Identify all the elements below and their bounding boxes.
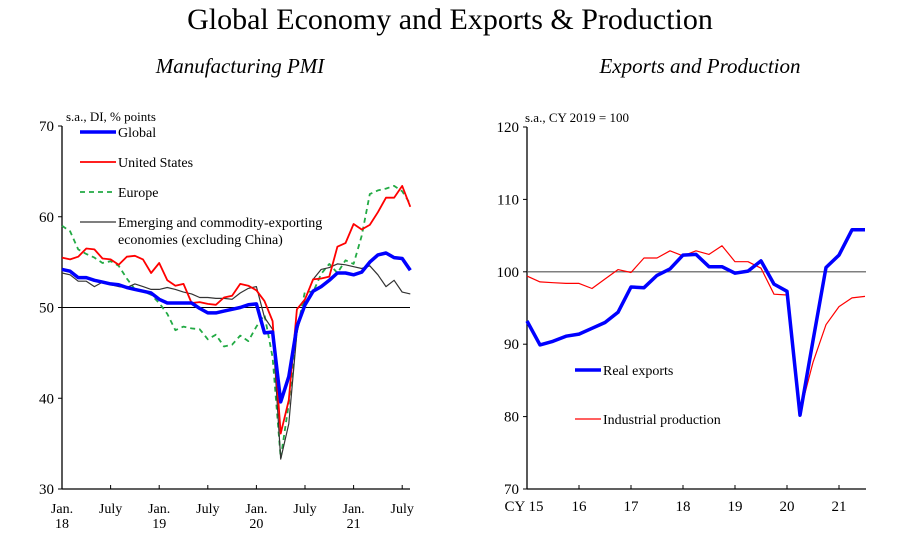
exports-x-tick-label: 19 [728,499,743,515]
pmi-y-tick-label: 70 [39,119,54,135]
exports-legend-label: Real exports [603,364,673,379]
main-title: Global Economy and Exports & Production [187,3,713,36]
pmi-x-tick-label-year: 21 [347,517,361,532]
pmi-legend-label: Global [118,126,156,141]
pmi-legend-label: Emerging and commodity-exporting [118,216,322,231]
exports-chart-title: Exports and Production [599,54,801,78]
pmi-x-tick-label: July [391,502,414,517]
pmi-chart-title: Manufacturing PMI [155,54,325,78]
exports-x-tick-label: 21 [832,499,847,515]
pmi-x-tick-label: Jan. [148,502,170,517]
pmi-x-tick-label-year: 20 [249,517,263,532]
exports-legend-label: Industrial production [603,413,721,428]
pmi-unit-label: s.a., DI, % points [66,109,156,124]
pmi-legend-label: Europe [118,186,158,201]
exports-y-tick-label: 90 [504,337,519,353]
pmi-x-tick-label-year: 19 [152,517,166,532]
exports-x-tick-label: 20 [780,499,795,515]
pmi-y-tick-label: 40 [39,391,54,407]
pmi-x-tick-label: July [99,502,122,517]
pmi-series-europe [61,184,412,460]
exports-x-tick-label: 17 [624,499,640,515]
pmi-x-tick-label: Jan. [51,502,73,517]
pmi-y-tick-label: 60 [39,210,54,226]
exports-series-real [525,228,865,417]
exports-y-tick-label: 120 [497,120,520,136]
exports-y-tick-label: 110 [497,192,519,208]
exports-x-tick-label: CY 15 [504,499,543,515]
pmi-legend-label: economies (excluding China) [118,233,283,248]
exports-x-tick-label: 16 [572,499,588,515]
exports-y-tick-label: 80 [504,410,519,426]
exports-y-tick-label: 70 [504,482,519,498]
exports-y-tick-label: 100 [497,265,520,281]
pmi-series-emerging [61,263,411,460]
pmi-series-global [61,251,412,404]
pmi-y-tick-label: 50 [39,301,54,317]
exports-series-industrial [526,245,866,413]
exports-unit-label: s.a., CY 2019 = 100 [525,110,629,125]
pmi-x-tick-label: July [293,502,316,517]
pmi-x-tick-label-year: 18 [55,517,69,532]
pmi-x-tick-label: July [196,502,219,517]
exports-x-tick-label: 18 [676,499,691,515]
pmi-x-tick-label: Jan. [245,502,267,517]
pmi-y-tick-label: 30 [39,482,54,498]
pmi-x-tick-label: Jan. [343,502,365,517]
pmi-series-united [61,184,412,435]
pmi-legend-label: United States [118,156,193,171]
